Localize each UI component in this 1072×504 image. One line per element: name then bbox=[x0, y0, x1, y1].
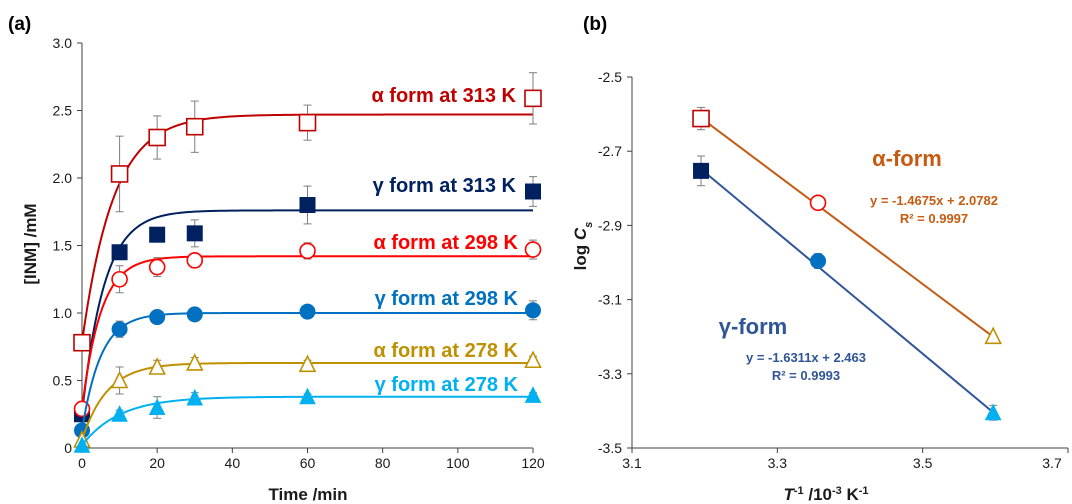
panel-a-y-axis-label: [INM] /mM bbox=[21, 203, 40, 284]
data-point bbox=[186, 306, 203, 323]
data-point bbox=[73, 333, 91, 352]
data-point bbox=[984, 326, 1002, 345]
data-point bbox=[299, 387, 316, 405]
panel-b-y-tick-label: -2.5 bbox=[598, 69, 622, 85]
data-point bbox=[525, 183, 541, 200]
data-point bbox=[299, 242, 316, 260]
panel-b-x-tick-label: 3.1 bbox=[622, 455, 642, 471]
panel-a-x-tick-label: 0 bbox=[78, 455, 86, 471]
series-label: γ form at 298 K bbox=[375, 288, 519, 310]
panel-a-y-tick-label: 2.5 bbox=[53, 103, 73, 119]
panel-b-y-axis-label: log Cs bbox=[571, 222, 595, 271]
panel-a-series-form-at-278-k: γ form at 278 K bbox=[73, 374, 542, 453]
data-point bbox=[810, 253, 827, 270]
panel-a-series-form-at-298-k: γ form at 298 K bbox=[74, 288, 541, 439]
panel-b-y-tick-label: -2.7 bbox=[598, 143, 622, 159]
panel-b-plot: 3.1 3.3 3.5 3.7 -2.5 -2.7 -2.9 -3.1 -3.3 -3.5 α-fo… bbox=[598, 69, 1069, 471]
data-point bbox=[73, 436, 91, 453]
data-point bbox=[110, 370, 129, 389]
data-point bbox=[299, 197, 316, 213]
panel-b-x-axis-label: T-1 /10-3 K-1 bbox=[783, 485, 868, 504]
series-label: γ form at 313 K bbox=[373, 175, 517, 197]
data-point bbox=[298, 354, 317, 373]
data-point bbox=[111, 244, 128, 261]
series-label: α form at 298 K bbox=[373, 232, 518, 254]
panel-a-y-tick-label: 3.0 bbox=[53, 35, 73, 51]
panel-b-y-tick-label: -3.5 bbox=[598, 440, 622, 456]
panel-a-y-tick-label: 2.0 bbox=[53, 170, 73, 186]
panel-a-series-form-at-313-k: γ form at 313 K bbox=[74, 175, 541, 423]
fit-r-squared: R² = 0.9993 bbox=[772, 368, 840, 383]
data-point bbox=[186, 388, 204, 406]
series-label: α form at 313 K bbox=[371, 85, 516, 107]
data-point bbox=[524, 350, 542, 369]
panel-b-x-tick-label: 3.5 bbox=[913, 455, 933, 471]
data-point bbox=[111, 321, 128, 338]
data-point bbox=[185, 353, 204, 371]
panel-b-y-tick-label: -3.3 bbox=[598, 366, 622, 382]
panel-a-x-tick-label: 40 bbox=[225, 455, 241, 471]
data-point bbox=[524, 241, 542, 258]
fit-equation: y = -1.4675x + 2.0782 bbox=[870, 193, 998, 208]
panel-a-plot: 0 20 40 60 80 100 120 0 0.5 1.0 1.5 2.0 2.5 3.0 α form… bbox=[53, 35, 545, 471]
panel-a-x-tick-label: 20 bbox=[149, 455, 165, 471]
data-point bbox=[148, 398, 166, 415]
fit-equation: y = -1.6311x + 2.463 bbox=[746, 350, 866, 365]
data-point bbox=[185, 117, 204, 136]
data-point bbox=[111, 270, 128, 288]
data-point bbox=[111, 405, 128, 422]
data-point bbox=[984, 403, 1002, 421]
panel-a-x-tick-label: 100 bbox=[446, 455, 470, 471]
panel-b-y-tick-label: -3.1 bbox=[598, 292, 622, 308]
panel-b-series-form: α-form y = -1.4675x + 2.0782 R² = 0.9997 bbox=[692, 106, 1002, 345]
panel-b-x-tick-label: 3.3 bbox=[768, 455, 788, 471]
panel-a-series-form-at-313-k: α form at 313 K bbox=[73, 72, 542, 352]
fit-line bbox=[700, 168, 994, 414]
data-point bbox=[525, 302, 541, 319]
data-point bbox=[148, 258, 166, 276]
series-label: γ form at 278 K bbox=[375, 374, 519, 396]
panel-a-y-tick-label: 1.0 bbox=[53, 305, 73, 321]
panel-a-x-tick-label: 120 bbox=[521, 455, 545, 471]
series-name-label: γ-form bbox=[719, 314, 787, 339]
data-point bbox=[148, 357, 166, 375]
data-point bbox=[524, 386, 542, 403]
panel-a-y-tick-label: 1.5 bbox=[53, 238, 73, 254]
data-point bbox=[149, 226, 166, 243]
panel-a-label: (a) bbox=[8, 14, 31, 35]
series-label: α form at 278 K bbox=[373, 340, 518, 362]
panel-a-x-tick-label: 80 bbox=[375, 455, 391, 471]
data-point bbox=[299, 303, 316, 320]
panel-a-series-form-at-278-k: α form at 278 K bbox=[73, 340, 542, 448]
data-point bbox=[148, 128, 166, 147]
data-point bbox=[110, 165, 129, 183]
data-point bbox=[149, 309, 166, 326]
panel-b-y-tick-label: -2.9 bbox=[598, 217, 622, 233]
panel-a-y-tick-label: 0 bbox=[64, 440, 72, 456]
panel-a-series-form-at-298-k: α form at 298 K bbox=[73, 232, 542, 418]
data-point bbox=[692, 109, 710, 128]
panel-b-x-tick-label: 3.7 bbox=[1042, 455, 1062, 471]
panel-b-label: (b) bbox=[583, 14, 607, 35]
data-point bbox=[186, 252, 204, 269]
data-point bbox=[298, 113, 317, 132]
data-point bbox=[693, 162, 710, 179]
panel-a-x-tick-label: 60 bbox=[300, 455, 316, 471]
fit-r-squared: R² = 0.9997 bbox=[900, 211, 968, 226]
fit-line bbox=[700, 117, 994, 338]
panel-b-series-form: γ-form y = -1.6311x + 2.463 R² = 0.9993 bbox=[693, 155, 1002, 421]
panel-a-y-tick-label: 0.5 bbox=[53, 373, 73, 389]
data-point bbox=[809, 194, 827, 212]
data-point bbox=[524, 89, 542, 108]
data-point bbox=[186, 225, 203, 242]
panel-a-x-axis-label: Time /min bbox=[268, 485, 347, 504]
series-name-label: α-form bbox=[872, 146, 942, 171]
